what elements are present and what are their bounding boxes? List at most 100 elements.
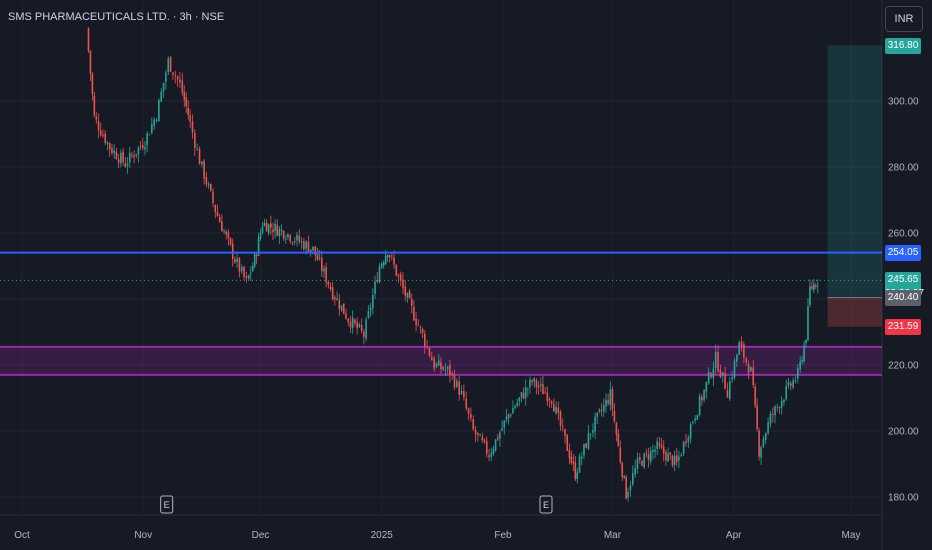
- candle-body: [444, 369, 447, 371]
- candle-body: [231, 243, 234, 259]
- candle-body: [789, 383, 792, 386]
- long-position-tool[interactable]: [827, 45, 882, 327]
- candle-body: [485, 441, 488, 454]
- candle-body: [645, 452, 648, 454]
- candle-body: [470, 414, 472, 419]
- earnings-marker[interactable]: [160, 495, 174, 514]
- candle-body: [636, 458, 639, 469]
- candle-body: [309, 249, 312, 253]
- candle-body: [300, 241, 303, 242]
- candle-body: [356, 322, 358, 329]
- candle-body: [189, 115, 191, 122]
- candle-body: [602, 405, 605, 412]
- candle-body: [162, 82, 165, 92]
- candle-body: [460, 391, 463, 394]
- price-tag-value: 245.65: [887, 274, 919, 286]
- candle-body: [369, 307, 372, 311]
- candle-body: [298, 235, 301, 242]
- stop-zone[interactable]: [827, 297, 882, 327]
- candle-body: [783, 399, 785, 403]
- candle-body: [694, 418, 696, 421]
- time-axis[interactable]: Oct Nov Dec 2025 Feb Mar Apr May: [14, 530, 860, 541]
- target-zone[interactable]: [827, 45, 882, 298]
- candle-body: [282, 230, 285, 239]
- candle-body: [803, 344, 805, 362]
- candle-body: [724, 373, 726, 390]
- candle-body: [598, 409, 601, 412]
- candle-body: [682, 441, 685, 454]
- candle-body: [393, 257, 395, 265]
- candle-body: [617, 433, 620, 447]
- candle-body: [293, 240, 296, 242]
- candle-body: [89, 50, 92, 74]
- candle-body: [336, 298, 338, 301]
- currency-button[interactable]: INR: [885, 6, 923, 32]
- candle-body: [117, 159, 120, 163]
- candle-body: [435, 363, 438, 368]
- candle-body: [685, 441, 687, 444]
- candle-body: [248, 275, 250, 279]
- candle-body: [654, 449, 656, 452]
- candle-body: [792, 380, 794, 388]
- candle-body: [251, 265, 254, 272]
- candle-body: [236, 258, 238, 262]
- candle-body: [675, 455, 678, 462]
- candle-body: [787, 381, 790, 386]
- candle-body: [205, 177, 208, 185]
- candle-body: [289, 235, 291, 242]
- candle-body: [658, 443, 661, 446]
- candle-body: [106, 142, 109, 144]
- candle-body: [481, 436, 484, 441]
- candle-body: [774, 406, 776, 416]
- candle-body: [238, 258, 241, 272]
- candle-body: [548, 399, 551, 401]
- candle-body: [113, 150, 115, 154]
- candle-body: [287, 234, 289, 238]
- candle-body: [249, 272, 252, 274]
- candle-body: [678, 456, 680, 461]
- candle-body: [99, 130, 102, 136]
- price-tag: 231.59: [885, 318, 921, 335]
- candle-body: [391, 255, 393, 257]
- candle-body: [426, 346, 428, 347]
- candle-body: [559, 411, 562, 426]
- candle-body: [769, 413, 772, 424]
- candle-body: [334, 297, 336, 300]
- candle-body: [210, 184, 212, 191]
- candle-body: [615, 423, 618, 435]
- candle-body: [689, 424, 692, 439]
- earnings-marker[interactable]: [539, 495, 553, 514]
- candle-body: [518, 397, 521, 402]
- candle-body: [227, 232, 230, 238]
- candle-body: [135, 153, 138, 156]
- candle-body: [673, 455, 676, 465]
- candle-body: [527, 388, 529, 390]
- candle-body: [146, 133, 148, 146]
- candle-body: [537, 385, 540, 388]
- candle-body: [474, 429, 477, 435]
- candle-body: [492, 448, 495, 455]
- candles: [87, 27, 819, 502]
- candle-body: [542, 384, 544, 395]
- candle-body: [291, 241, 294, 243]
- candle-body: [627, 491, 629, 498]
- candle-body: [185, 97, 188, 107]
- candle-body: [160, 91, 163, 102]
- candle-body: [214, 204, 217, 213]
- candle-body: [198, 148, 201, 165]
- candle-body: [243, 266, 245, 278]
- price-tick-label: 220.00: [888, 361, 919, 372]
- candle-body: [767, 422, 769, 434]
- candle-body: [169, 57, 172, 72]
- candle-body: [91, 74, 94, 95]
- candle-body: [421, 329, 424, 334]
- candle-body: [587, 432, 590, 449]
- candle-body: [712, 369, 715, 379]
- candle-body: [499, 432, 501, 439]
- candle-body: [111, 147, 113, 154]
- candle-body: [656, 441, 659, 450]
- candle-body: [216, 211, 219, 216]
- price-tick-label: 180.00: [888, 493, 919, 504]
- candle-body: [345, 313, 347, 319]
